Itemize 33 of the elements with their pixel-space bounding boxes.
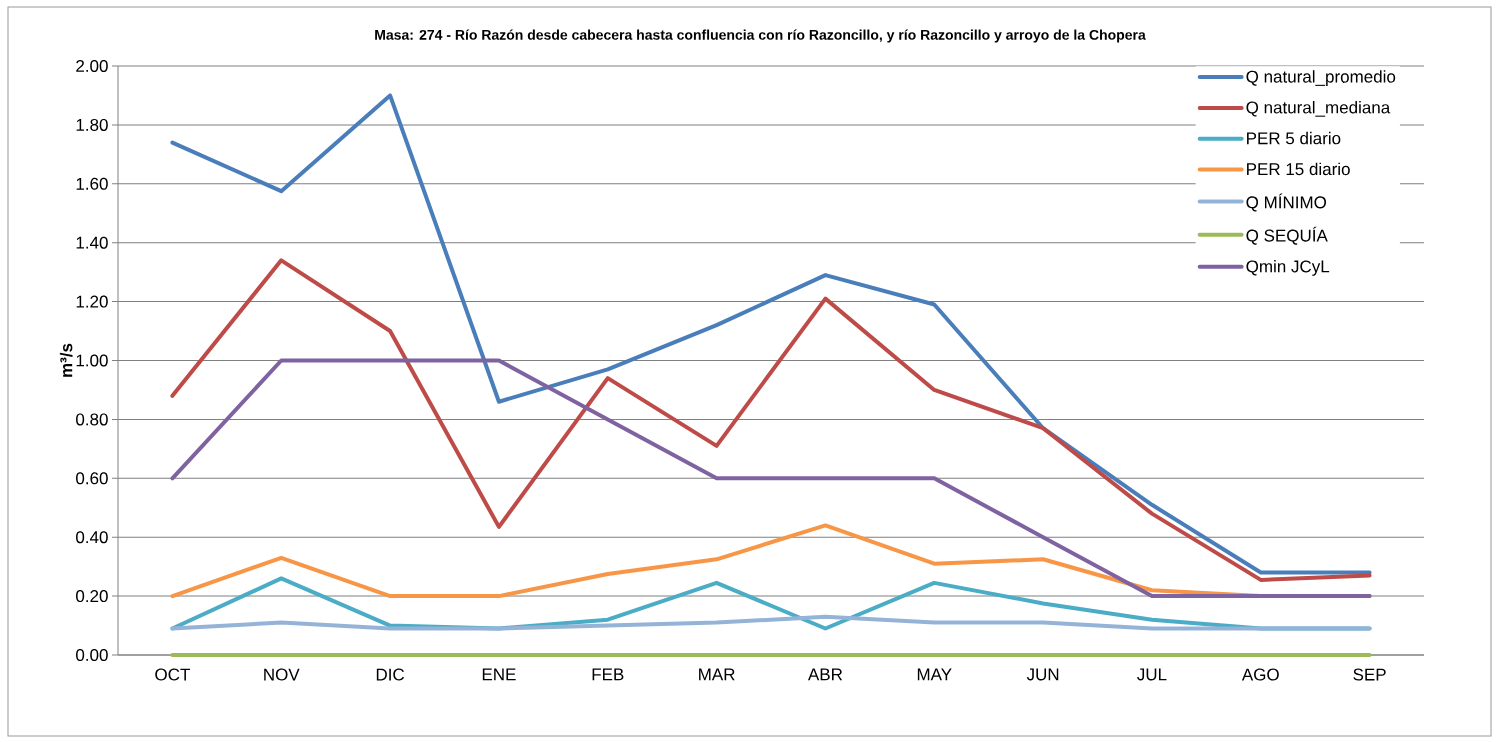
y-axis-title: m³/s [59, 343, 73, 377]
y-tick-label: 1.00 [76, 354, 108, 367]
x-tick-label: JUN [1026, 668, 1059, 681]
y-tick-label: 1.80 [76, 118, 108, 131]
x-tick-label: MAR [699, 668, 735, 681]
legend-label: Q SEQUÍA [1246, 226, 1328, 245]
legend-label: Qmin JCyL [1246, 259, 1330, 276]
line-series [170, 258, 1372, 582]
x-tick-label: DIC [376, 668, 405, 681]
y-tick-label: 1.40 [76, 236, 108, 249]
x-tick-label: ABR [807, 668, 843, 681]
chart-title: Masa: 274 - Río Razón desde cabecera hasta confluencia con río Razoncillo, y río Razoncillo y arroyo de la Chopera [375, 29, 1146, 43]
y-tick-label: 0.20 [76, 590, 108, 603]
legend-label: Q natural_mediana [1246, 101, 1391, 117]
x-tick-label: MAY [917, 668, 952, 681]
legend-label: PER 5 diario [1247, 131, 1341, 145]
x-tick-label: AGO [1241, 668, 1279, 681]
y-tick-label: 1.20 [76, 295, 108, 308]
y-tick-label: 0.40 [76, 531, 108, 544]
y-tick-label: 0.60 [76, 472, 108, 485]
legend-label: Q MÍNIMO [1246, 193, 1327, 212]
y-tick-label: 0.00 [76, 648, 108, 662]
legend-label: Q natural_promedio [1246, 70, 1396, 87]
x-tick-label: ENE [482, 668, 516, 681]
legend-label: PER 15 diario [1247, 162, 1350, 176]
x-tick-label: SEP [1353, 668, 1386, 681]
x-tick-label: FEB [592, 668, 624, 681]
y-tick-label: 0.80 [76, 413, 108, 426]
x-tick-label: NOV [264, 668, 300, 681]
y-tick-label: 1.60 [76, 177, 108, 190]
x-tick-label: OCT [155, 668, 190, 681]
y-tick-label: 2.00 [76, 59, 108, 73]
x-tick-label: JUL [1137, 668, 1167, 681]
